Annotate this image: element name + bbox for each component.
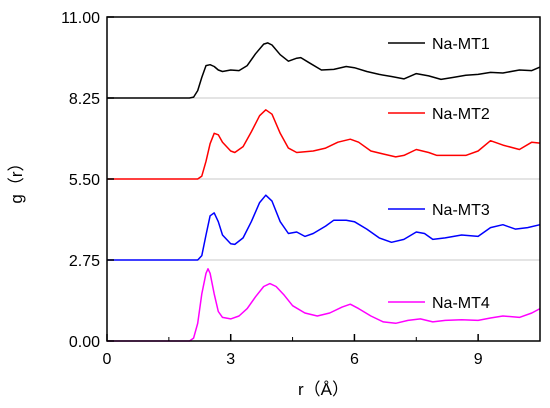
x-tick-label: 6	[350, 351, 359, 368]
y-tick-label: 8.25	[69, 91, 100, 108]
series-line-na-mt1	[107, 42, 541, 99]
series-line-na-mt3	[107, 194, 541, 261]
x-axis-title: r（Å）	[298, 380, 349, 399]
x-tick-label: 9	[474, 351, 483, 368]
legend-label-na-mt1: Na-MT1	[432, 36, 490, 53]
y-tick-label: 5.50	[69, 172, 100, 189]
series-line-na-mt4	[107, 268, 541, 342]
y-tick-label: 11.00	[61, 10, 100, 27]
legend-label-na-mt2: Na-MT2	[432, 106, 490, 123]
series-line-na-mt2	[107, 109, 541, 180]
y-axis-title: g（r）	[7, 154, 26, 203]
legend-group: Na-MT1 Na-MT2 Na-MT3 Na-MT4	[388, 36, 490, 312]
tick-group: 0.00 2.75 5.50 8.25 11.00 0 3 6 9	[61, 10, 483, 368]
legend-label-na-mt3: Na-MT3	[432, 202, 490, 219]
y-tick-label: 0.00	[69, 334, 100, 351]
x-tick-label: 3	[226, 351, 235, 368]
y-tick-label: 2.75	[69, 253, 100, 270]
series-group	[107, 42, 541, 342]
x-tick-label: 0	[103, 351, 112, 368]
legend-label-na-mt4: Na-MT4	[432, 295, 490, 312]
